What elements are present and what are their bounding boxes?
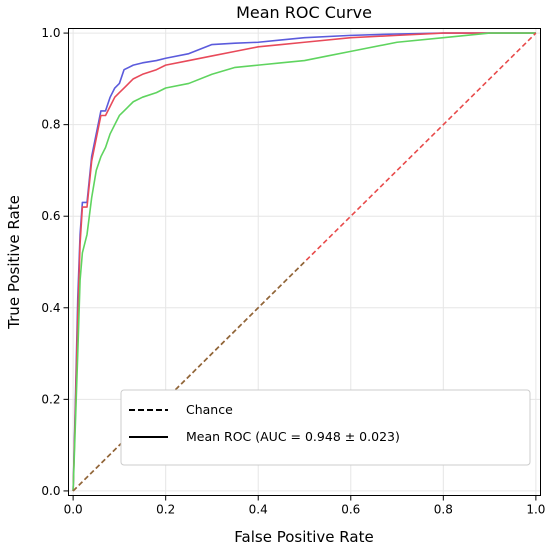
chart-title: Mean ROC Curve [236,3,372,22]
y-tick-label: 0.6 [41,209,60,223]
x-tick-label: 0.8 [434,503,453,517]
x-tick-label: 0.4 [249,503,268,517]
grid [68,28,541,496]
y-axis-title: True Positive Rate [5,195,23,330]
y-tick-label: 0.8 [41,118,60,132]
y-tick-label: 0.0 [41,484,60,498]
x-tick-label: 0.6 [341,503,360,517]
x-tick-label: 0.2 [156,503,175,517]
axis-ticks: 0.0 0.2 0.4 0.6 0.8 1.0 0.0 0.2 0.4 0.6 0.8 1.0 [41,26,545,516]
plot-frame [68,28,541,496]
y-tick-label: 0.4 [41,301,60,315]
x-axis-title: False Positive Rate [234,528,373,546]
roc-series-line-1 [72,32,536,491]
x-tick-label: 0.0 [64,503,83,517]
legend-mean-roc-label: Mean ROC (AUC = 0.948 ± 0.023) [186,429,400,444]
roc-series-line-2 [72,32,536,491]
x-tick-label: 1.0 [526,503,545,517]
legend-box [120,389,531,466]
roc-series-line-4 [72,261,306,492]
roc-series-line-0 [72,32,536,491]
y-tick-label: 1.0 [41,26,60,40]
y-tick-label: 0.2 [41,392,60,406]
legend-chance-label: Chance [186,402,233,417]
legend: Chance Mean ROC (AUC = 0.948 ± 0.023) [120,389,531,466]
